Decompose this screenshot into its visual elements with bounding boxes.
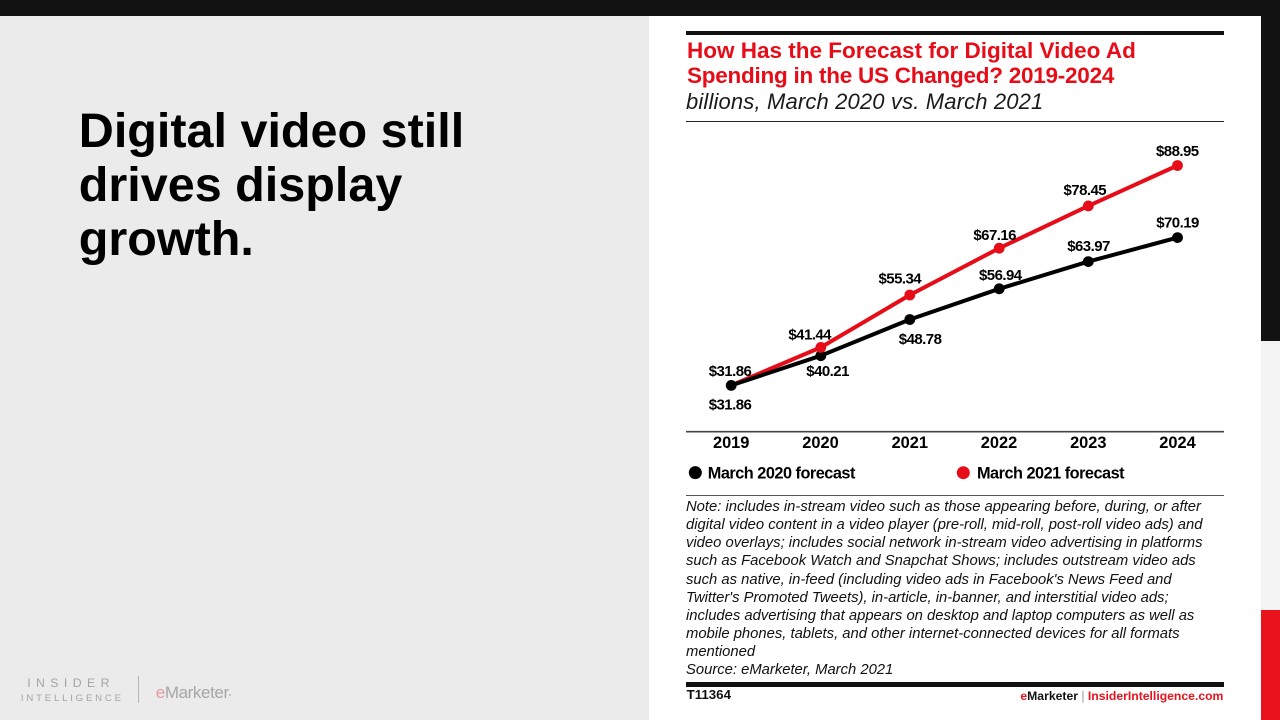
svg-text:$67.16: $67.16 [973, 227, 1016, 244]
svg-text:March 2020 forecast: March 2020 forecast [708, 464, 856, 482]
svg-text:2023: 2023 [1070, 434, 1106, 452]
svg-text:$78.45: $78.45 [1064, 182, 1107, 199]
svg-text:$40.21: $40.21 [806, 363, 849, 380]
svg-text:2022: 2022 [981, 434, 1017, 452]
svg-text:$88.95: $88.95 [1156, 143, 1199, 160]
svg-text:2024: 2024 [1159, 434, 1196, 452]
svg-text:$48.78: $48.78 [899, 331, 942, 348]
svg-text:$55.34: $55.34 [879, 271, 923, 288]
svg-text:$70.19: $70.19 [1156, 215, 1199, 232]
svg-text:2019: 2019 [713, 434, 749, 452]
svg-text:2020: 2020 [802, 434, 838, 452]
svg-text:$31.86: $31.86 [709, 397, 752, 414]
svg-text:$56.94: $56.94 [979, 267, 1023, 284]
svg-text:$41.44: $41.44 [788, 326, 832, 343]
svg-text:March 2021 forecast: March 2021 forecast [977, 464, 1125, 482]
svg-text:$31.86: $31.86 [709, 363, 752, 380]
svg-text:$63.97: $63.97 [1067, 238, 1110, 255]
svg-text:2021: 2021 [892, 434, 928, 452]
